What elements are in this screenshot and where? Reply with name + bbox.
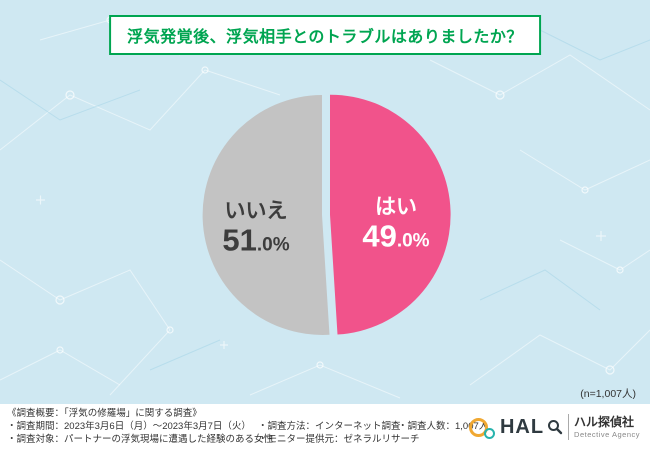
pie-slice-0 bbox=[330, 94, 451, 335]
logo-ring-icon bbox=[468, 417, 488, 437]
magnifier-icon bbox=[548, 420, 563, 435]
survey-period-text: ・調査期間：2023年3月6日（月）〜2023年3月7日（火） bbox=[7, 421, 251, 432]
footer-column-method: ・調査方法：インターネット調査 ・モニター提供元：ゼネラルリサーチ bbox=[258, 420, 420, 446]
logo-company-names: ハル探偵社 Detective Agency bbox=[574, 415, 640, 438]
pie-slice-1 bbox=[202, 95, 330, 335]
logo-teal-ring-icon bbox=[483, 427, 495, 439]
footer-column-overview: 《調査概要：「浮気の修羅場」に関する調査》 ・調査期間：2023年3月6日（月）… bbox=[7, 407, 273, 446]
footer: 《調査概要：「浮気の修羅場」に関する調査》 ・調査期間：2023年3月6日（月）… bbox=[0, 404, 650, 450]
survey-target-text: ・調査対象：パートナーの浮気現場に遭遇した経験のある女性 bbox=[7, 434, 274, 445]
sample-size-note: (n=1,007人) bbox=[580, 388, 636, 400]
survey-method-text: ・調査方法：インターネット調査 bbox=[258, 421, 401, 432]
survey-overview-text: 《調査概要：「浮気の修羅場」に関する調査》 bbox=[7, 408, 202, 419]
survey-title-text: 浮気発覚後、浮気相手とのトラブルはありましたか？ bbox=[127, 29, 523, 46]
hal-logo: HAL ハル探偵社 Detective Agency bbox=[468, 414, 640, 440]
footer-column-count: ・調査人数：1,007人 bbox=[398, 420, 488, 433]
logo-text: HAL bbox=[499, 415, 545, 438]
survey-title: 浮気発覚後、浮気相手とのトラブルはありましたか？ bbox=[109, 15, 541, 55]
logo-en-name: Detective Agency bbox=[574, 429, 640, 439]
logo-jp-name: ハル探偵社 bbox=[574, 415, 635, 430]
logo-divider bbox=[568, 414, 570, 440]
survey-monitor-text: ・モニター提供元：ゼネラルリサーチ bbox=[258, 434, 420, 445]
survey-count-text: ・調査人数：1,007人 bbox=[398, 421, 489, 432]
